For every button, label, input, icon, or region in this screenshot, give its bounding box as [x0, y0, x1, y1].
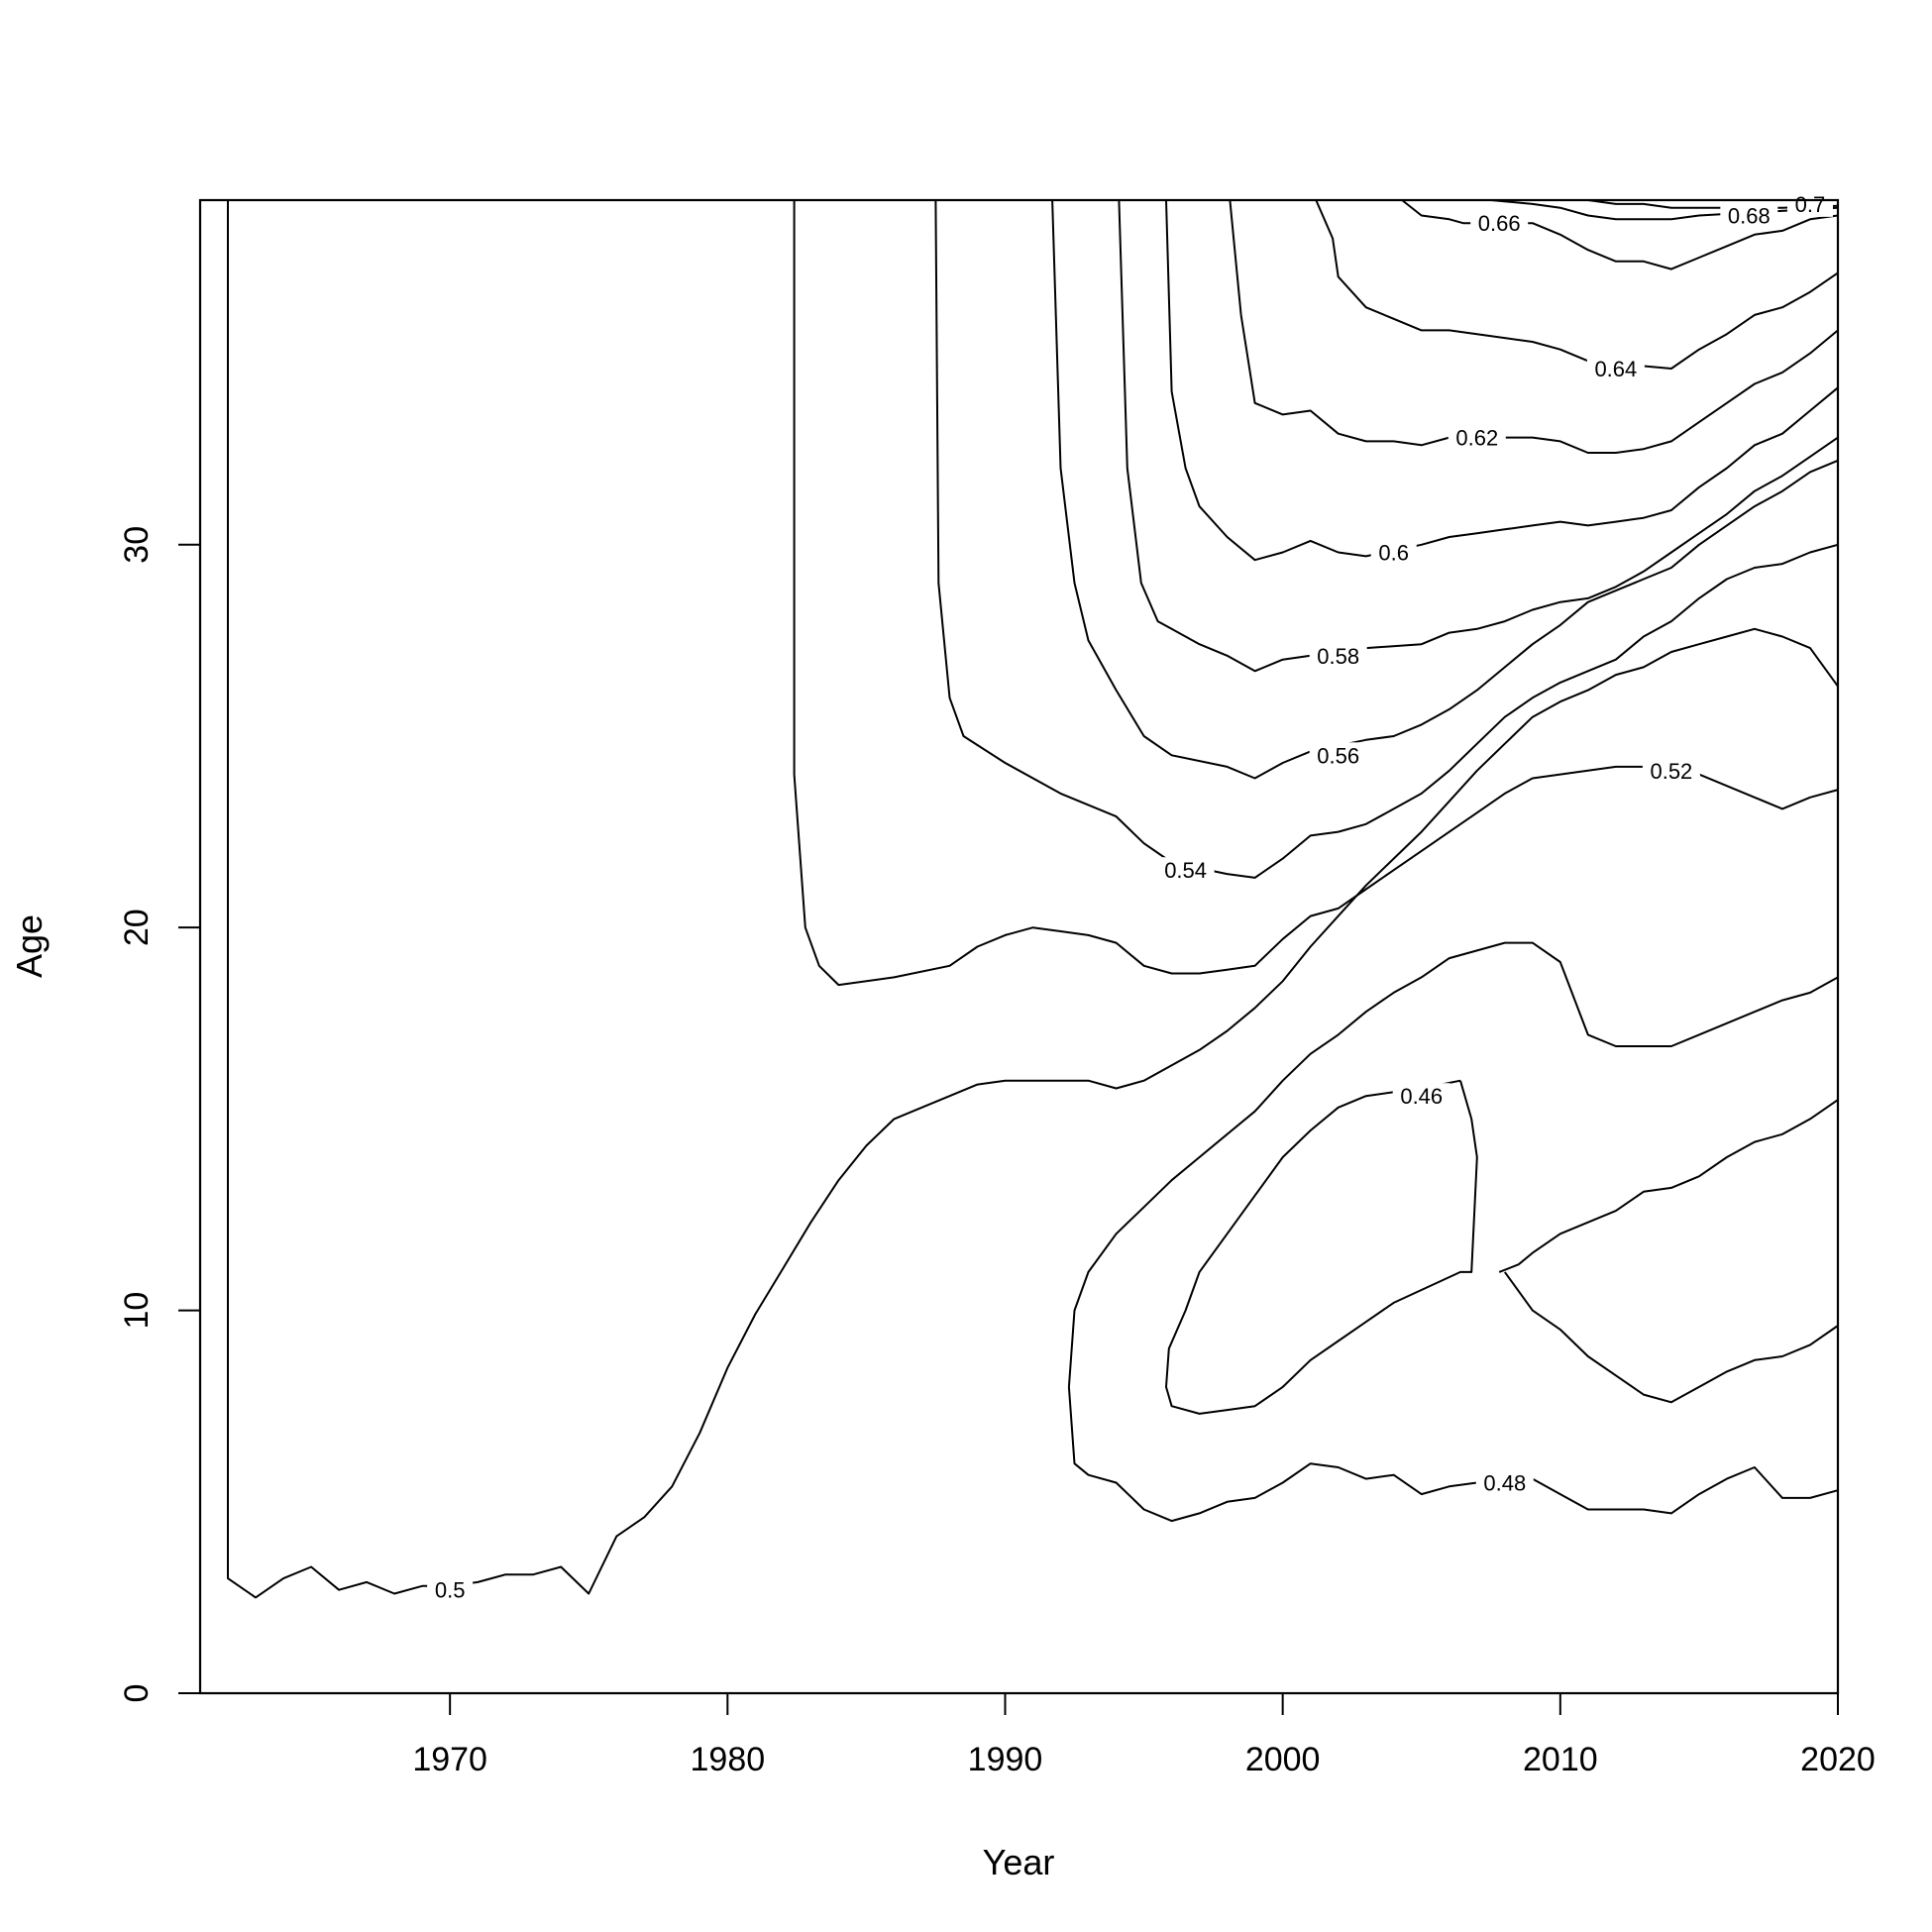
- y-tick-label: 10: [118, 1292, 156, 1330]
- contour-label-bg: [1156, 857, 1215, 884]
- x-axis: 1970 1980 1990 2000 2010 2020: [412, 1692, 1876, 1778]
- contour-line-0-5-0: [227, 200, 1839, 1599]
- y-tick-label: 20: [118, 909, 156, 946]
- contour-line-0-6-0: [1165, 199, 1839, 562]
- contour-label-bg: [427, 1576, 474, 1603]
- y-axis-title: Age: [9, 914, 50, 978]
- x-tick-label: 1970: [412, 1741, 487, 1778]
- contour-line-0-64-0: [1315, 199, 1839, 370]
- contour-label-bg: [1370, 539, 1417, 566]
- x-tick-label: 2000: [1245, 1741, 1321, 1778]
- contour-label-bg: [1720, 202, 1778, 229]
- contour-label-bg: [1470, 210, 1529, 237]
- contour-line-0-54-0: [934, 199, 1839, 879]
- contour-label: 0.48: [1483, 1470, 1526, 1495]
- contour-label-bg: [1475, 1469, 1534, 1496]
- contour-line-0-48-1: [1067, 1386, 1839, 1523]
- contour-line-0-56-0: [1051, 199, 1839, 780]
- contour-line-0-62-0: [1229, 199, 1839, 454]
- contour-label-bg: [1309, 642, 1367, 669]
- x-tick-label: 2010: [1523, 1741, 1598, 1778]
- contour-label: 0.64: [1594, 357, 1637, 381]
- x-tick-label: 1990: [968, 1741, 1043, 1778]
- x-tick-label: 1980: [691, 1741, 766, 1778]
- y-axis: 0 10 20 30: [118, 526, 201, 1703]
- contour-label: 0.58: [1317, 644, 1359, 669]
- y-tick-label: 30: [118, 526, 156, 564]
- contour-line-0-46-0: [1165, 1079, 1478, 1415]
- contour-label-bg: [1309, 742, 1367, 769]
- contour-level-labels: 0.5 0.52 0.54 0.56 0.58 0.6 0.62 0.64 0.66 0.68 0.…: [427, 190, 1833, 1603]
- contour-label: 0.5: [435, 1578, 466, 1603]
- contour-label: 0.52: [1650, 759, 1692, 784]
- contour-line-0-48-0: [1067, 941, 1839, 1387]
- contour-line-0-58-0: [1118, 199, 1839, 673]
- x-tick-label: 2020: [1800, 1741, 1876, 1778]
- contour-label-bg: [1642, 757, 1700, 784]
- contour-label: 0.62: [1455, 426, 1498, 451]
- contour-label-bg: [1586, 356, 1645, 382]
- plot-frame: [198, 198, 1840, 1695]
- contour-label: 0.6: [1378, 540, 1409, 565]
- contour-label: 0.56: [1317, 743, 1359, 768]
- y-tick-label: 0: [118, 1684, 156, 1703]
- contour-label: 0.68: [1728, 203, 1771, 228]
- contour-label-bg: [1786, 190, 1833, 217]
- contour-label-bg: [1392, 1083, 1450, 1110]
- contour-line-0-68-0: [1490, 199, 1839, 221]
- contour-line-0-46-2: [1503, 1271, 1839, 1404]
- contour-label-bg: [1448, 424, 1506, 451]
- contour-line-0-46-1: [1498, 1099, 1839, 1273]
- contour-lines: [227, 199, 1839, 1599]
- x-axis-title: Year: [983, 1842, 1055, 1882]
- contour-label: 0.54: [1164, 858, 1207, 883]
- contour-line-0-66-0: [1401, 199, 1839, 270]
- contour-line-0-52-0: [793, 200, 1839, 987]
- contour-line-0-7-0: [1587, 199, 1839, 209]
- contour-label: 0.7: [1795, 192, 1826, 217]
- contour-label: 0.46: [1400, 1084, 1443, 1109]
- contour-label: 0.66: [1478, 211, 1521, 236]
